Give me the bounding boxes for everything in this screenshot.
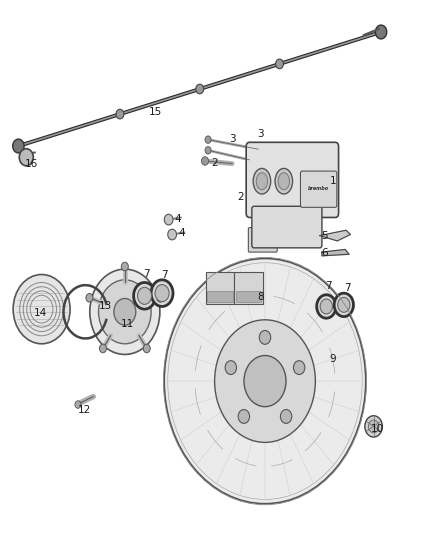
Circle shape	[375, 25, 387, 39]
Circle shape	[143, 344, 150, 353]
Text: 3: 3	[229, 134, 236, 143]
Circle shape	[215, 320, 315, 442]
Circle shape	[238, 409, 250, 423]
Text: 8: 8	[257, 293, 264, 302]
Ellipse shape	[253, 168, 271, 194]
Text: 2: 2	[237, 192, 244, 202]
Circle shape	[365, 416, 382, 437]
Text: 7: 7	[344, 283, 351, 293]
Circle shape	[90, 269, 160, 354]
Circle shape	[205, 147, 211, 154]
Circle shape	[13, 139, 24, 153]
FancyBboxPatch shape	[236, 291, 261, 302]
Text: 7: 7	[325, 281, 332, 290]
Text: 7: 7	[161, 270, 168, 280]
Circle shape	[155, 285, 169, 302]
Circle shape	[157, 294, 164, 302]
Circle shape	[86, 294, 93, 302]
Polygon shape	[320, 230, 350, 241]
Text: 2: 2	[211, 158, 218, 167]
Text: 13: 13	[99, 302, 112, 311]
Circle shape	[225, 361, 237, 375]
Ellipse shape	[278, 173, 290, 190]
FancyBboxPatch shape	[246, 142, 339, 217]
FancyBboxPatch shape	[207, 291, 233, 302]
Circle shape	[317, 295, 336, 318]
Text: 16: 16	[25, 159, 38, 169]
Circle shape	[134, 282, 155, 309]
Circle shape	[138, 287, 152, 304]
Text: 4: 4	[178, 229, 185, 238]
Text: 10: 10	[371, 424, 384, 434]
Circle shape	[99, 344, 106, 353]
Circle shape	[75, 401, 81, 408]
Circle shape	[19, 149, 33, 166]
Circle shape	[201, 157, 208, 165]
Polygon shape	[322, 249, 349, 256]
FancyBboxPatch shape	[234, 272, 263, 304]
Circle shape	[121, 262, 128, 271]
Text: 6: 6	[321, 248, 328, 258]
Text: brembo: brembo	[308, 186, 329, 191]
Circle shape	[244, 356, 286, 407]
Ellipse shape	[256, 173, 268, 190]
Text: 4: 4	[174, 214, 181, 223]
Text: 3: 3	[257, 130, 264, 139]
Circle shape	[259, 330, 271, 344]
Circle shape	[320, 299, 332, 314]
Ellipse shape	[275, 168, 293, 194]
FancyBboxPatch shape	[248, 228, 277, 252]
Circle shape	[114, 298, 136, 325]
Circle shape	[338, 297, 350, 312]
Text: 5: 5	[321, 231, 328, 240]
Circle shape	[164, 214, 173, 225]
Circle shape	[164, 259, 366, 504]
Text: 7: 7	[143, 269, 150, 279]
Circle shape	[99, 280, 151, 344]
Text: 11: 11	[120, 319, 134, 329]
Text: 14: 14	[34, 309, 47, 318]
Circle shape	[334, 293, 353, 317]
Text: 9: 9	[329, 354, 336, 364]
Circle shape	[368, 420, 379, 433]
Text: 1: 1	[329, 176, 336, 186]
FancyBboxPatch shape	[206, 272, 234, 304]
Circle shape	[280, 409, 292, 423]
FancyBboxPatch shape	[252, 206, 322, 248]
Text: 12: 12	[78, 406, 91, 415]
Circle shape	[151, 280, 173, 306]
Circle shape	[168, 229, 177, 240]
Circle shape	[205, 136, 211, 143]
Circle shape	[293, 361, 305, 375]
Circle shape	[116, 109, 124, 119]
Circle shape	[196, 84, 204, 94]
FancyBboxPatch shape	[300, 171, 337, 207]
Text: 15: 15	[149, 107, 162, 117]
Circle shape	[276, 59, 283, 69]
Circle shape	[13, 274, 70, 344]
